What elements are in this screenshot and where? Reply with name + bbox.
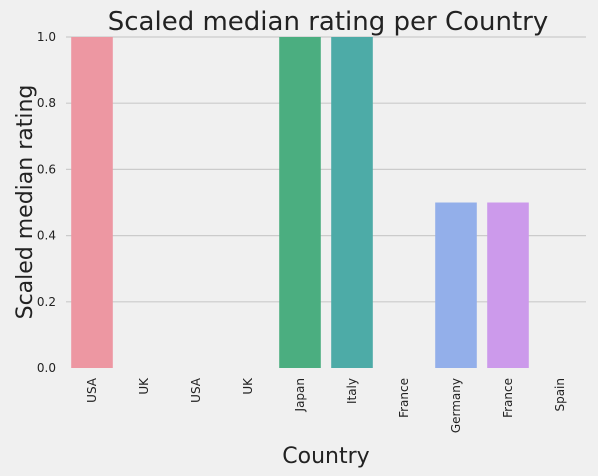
x-axis-label: Country — [282, 444, 369, 469]
bars — [71, 37, 529, 368]
x-tick-label: Spain — [553, 378, 567, 412]
y-axis-label: Scaled median rating — [13, 85, 38, 320]
x-tick-labels: USA UK USA UK Japan Italy France Germany France S… — [85, 377, 567, 433]
x-tick-label: UK — [241, 377, 255, 395]
y-tick-label: 0.6 — [37, 162, 56, 176]
y-tick-label: 0.2 — [37, 295, 56, 309]
y-tick-label: 0.8 — [37, 96, 56, 110]
bar-germany-7 — [435, 202, 477, 368]
x-tick-label: Germany — [449, 378, 463, 433]
x-tick-label: USA — [189, 377, 203, 403]
bar-japan-4 — [279, 37, 321, 368]
y-tick-labels: 0.0 0.2 0.4 0.6 0.8 1.0 — [37, 30, 56, 375]
x-tick-label: UK — [137, 377, 151, 395]
bar-usa-0 — [71, 37, 113, 368]
bar-italy-5 — [331, 37, 373, 368]
y-tick-label: 0.0 — [37, 361, 56, 375]
x-tick-label: USA — [85, 377, 99, 403]
x-tick-label: France — [397, 378, 411, 418]
bar-france-8 — [487, 202, 529, 368]
x-tick-label: France — [501, 378, 515, 418]
chart-title: Scaled median rating per Country — [108, 7, 548, 37]
x-tick-label: Italy — [345, 378, 359, 404]
x-tick-label: Japan — [293, 378, 307, 412]
y-tick-label: 1.0 — [37, 30, 56, 44]
y-tick-label: 0.4 — [37, 229, 56, 243]
